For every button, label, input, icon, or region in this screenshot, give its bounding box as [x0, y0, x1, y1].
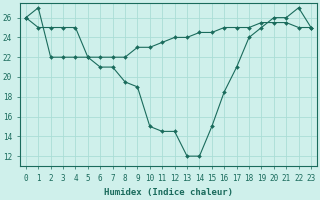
X-axis label: Humidex (Indice chaleur): Humidex (Indice chaleur): [104, 188, 233, 197]
